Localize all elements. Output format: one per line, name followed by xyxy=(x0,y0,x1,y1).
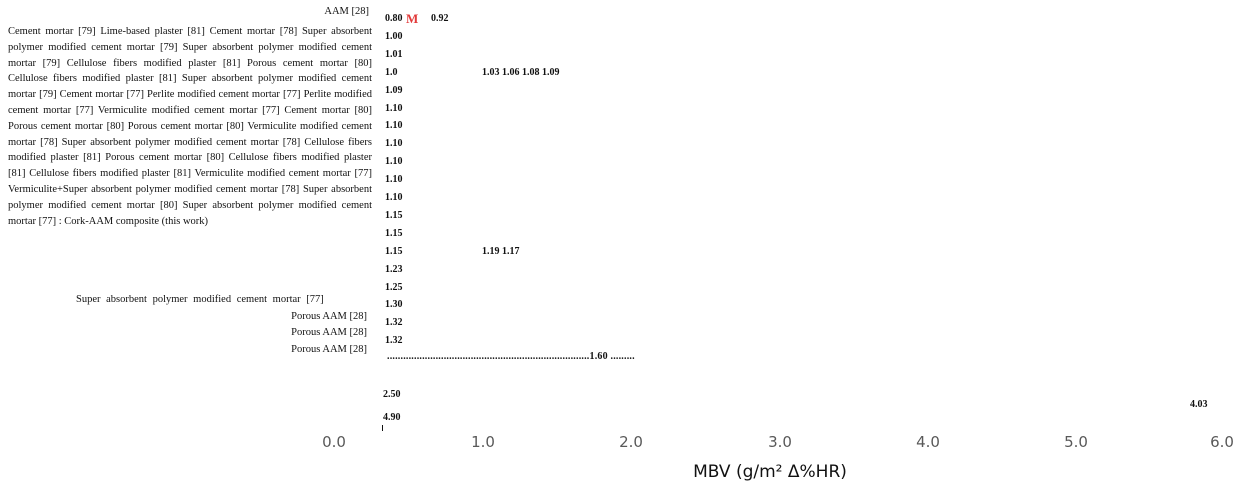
red-marker: M xyxy=(406,11,419,26)
x-axis-title: MBV (g/m² Δ%HR) xyxy=(693,462,847,482)
value-label: 2.50 xyxy=(383,389,401,400)
value-label: 1.32 xyxy=(385,335,403,346)
value-label: 1.0 xyxy=(385,67,398,78)
value-label: 1.10 xyxy=(385,156,403,167)
x-tick-label: 6.0 xyxy=(1210,433,1234,451)
value-label: 1.10 xyxy=(385,192,403,203)
axis-marker xyxy=(382,425,383,431)
value-label: 1.19 1.17 xyxy=(482,246,520,257)
value-label: 1.01 xyxy=(385,49,403,60)
value-label: 1.23 xyxy=(385,264,403,275)
dotted-row: ........................................… xyxy=(387,351,635,362)
value-label: 1.30 xyxy=(385,299,403,310)
label-porous-aam-2: Porous AAM [28] xyxy=(291,327,367,338)
x-tick-label: 1.0 xyxy=(471,433,495,451)
x-tick-label: 3.0 xyxy=(768,433,792,451)
value-label: 1.09 xyxy=(385,85,403,96)
value-label: 1.10 xyxy=(385,120,403,131)
x-tick-label: 5.0 xyxy=(1064,433,1088,451)
label-sap-cement-mortar: Super absorbent polymer modified cement … xyxy=(76,294,324,305)
value-label: 1.60 xyxy=(589,351,608,362)
value-label: 4.90 xyxy=(383,412,401,423)
value-label: 4.03 xyxy=(1190,399,1208,410)
value-label: 1.25 xyxy=(385,282,403,293)
value-label: 1.15 xyxy=(385,228,403,239)
value-label: 0.92 xyxy=(431,13,449,24)
value-label: 1.15 xyxy=(385,246,403,257)
value-label: 1.03 1.06 1.08 1.09 xyxy=(482,67,560,78)
label-porous-aam-1: Porous AAM [28] xyxy=(291,311,367,322)
label-porous-aam-3: Porous AAM [28] xyxy=(291,344,367,355)
x-tick-label: 0.0 xyxy=(322,433,346,451)
x-tick-label: 2.0 xyxy=(619,433,643,451)
value-label: 1.00 xyxy=(385,31,403,42)
value-label: 1.10 xyxy=(385,174,403,185)
value-label: 1.10 xyxy=(385,138,403,149)
category-labels-paragraph: Cement mortar [79] Lime-based plaster [8… xyxy=(8,26,372,227)
x-tick-label: 4.0 xyxy=(916,433,940,451)
value-label: 1.10 xyxy=(385,103,403,114)
value-label: 1.32 xyxy=(385,317,403,328)
value-label: 1.15 xyxy=(385,210,403,221)
label-aam: AAM [28] xyxy=(324,6,369,17)
value-label: 0.80 xyxy=(385,13,403,24)
